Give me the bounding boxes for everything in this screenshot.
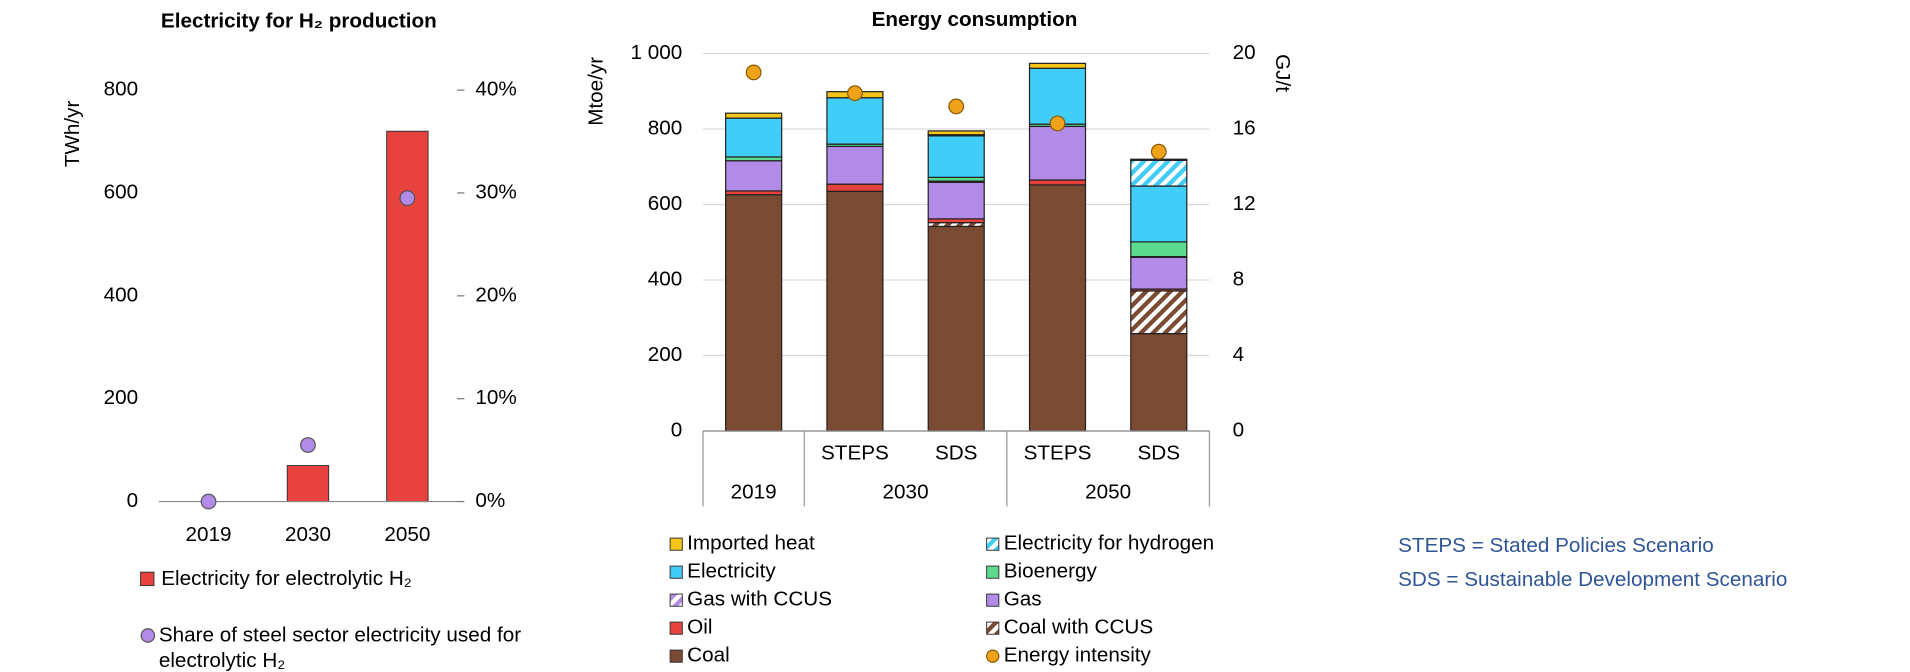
legend-label: Bioenergy bbox=[1004, 560, 1098, 583]
chart-title: Electricity for H₂ production bbox=[161, 9, 437, 32]
legend-swatch bbox=[140, 571, 155, 587]
x-tick-label: SDS bbox=[935, 442, 978, 465]
legend-label: Electricity bbox=[687, 560, 776, 583]
chart-title: Energy consumption bbox=[872, 8, 1078, 31]
y2-tick-label: 0 bbox=[1233, 418, 1245, 441]
bar-segment bbox=[725, 160, 783, 192]
bar-segment bbox=[725, 117, 783, 158]
y2-tick-label: 4 bbox=[1233, 343, 1245, 366]
legend-label: Energy intensity bbox=[1004, 644, 1152, 667]
legend-label: Share of steel sector electricity used f… bbox=[158, 623, 522, 672]
bar-segment bbox=[725, 112, 783, 119]
legend-swatch bbox=[669, 537, 683, 551]
legend-swatch bbox=[986, 537, 1000, 551]
y-tick-label: 1 000 bbox=[631, 41, 683, 64]
bar-segment bbox=[927, 225, 985, 432]
legend-label: Coal bbox=[687, 644, 730, 667]
y-tick-label: 600 bbox=[648, 192, 683, 215]
y-axis-label: Mtoe/yr bbox=[585, 57, 608, 126]
bar-segment bbox=[1028, 62, 1087, 69]
bar-segment bbox=[1028, 67, 1087, 125]
y-tick-label: 400 bbox=[648, 267, 683, 290]
y2-tick-label: 40% bbox=[475, 78, 516, 101]
legend-swatch bbox=[986, 621, 1000, 635]
x-tick-label: 2019 bbox=[186, 523, 232, 546]
y-axis-label: TWh/yr bbox=[61, 100, 84, 167]
y-tick-label: 600 bbox=[104, 180, 139, 203]
y-tick-label: 0 bbox=[671, 418, 683, 441]
y2-tick-label: 30% bbox=[475, 180, 516, 203]
dot bbox=[847, 85, 863, 102]
x-tick-label: 2050 bbox=[384, 523, 430, 546]
y2-tick-label: 10% bbox=[475, 386, 516, 409]
legend-label: Electricity for electrolytic H₂ bbox=[161, 567, 412, 590]
dot bbox=[200, 493, 217, 510]
x-tick-label: SDS bbox=[1138, 442, 1181, 465]
y-tick-label: 800 bbox=[104, 78, 139, 101]
note: STEPS = Stated Policies Scenario bbox=[1398, 534, 1714, 557]
x-group-label: 2030 bbox=[883, 481, 929, 504]
bar-segment bbox=[826, 97, 884, 145]
dot bbox=[948, 98, 965, 115]
x-tick-label: STEPS bbox=[821, 442, 889, 465]
bar-segment bbox=[927, 130, 985, 136]
legend-label: Gas bbox=[1004, 588, 1042, 611]
bar-segment bbox=[1130, 185, 1188, 243]
legend-swatch bbox=[140, 628, 156, 643]
legend-label: Imported heat bbox=[687, 532, 815, 555]
bar-segment bbox=[1028, 184, 1087, 432]
dot bbox=[745, 64, 762, 81]
y-tick-label: 200 bbox=[104, 386, 139, 409]
legend-label: Electricity for hydrogen bbox=[1004, 532, 1214, 555]
bar-segment bbox=[826, 145, 884, 185]
dot bbox=[300, 437, 316, 453]
dot bbox=[1049, 115, 1066, 132]
y2-tick-label: 20% bbox=[475, 283, 516, 306]
bar bbox=[386, 130, 429, 503]
y-tick-label: 800 bbox=[648, 117, 683, 140]
bar-segment bbox=[1028, 125, 1087, 181]
bar-segment bbox=[1130, 332, 1188, 432]
x-group-label: 2050 bbox=[1085, 481, 1131, 504]
bar-segment bbox=[927, 181, 985, 220]
bar-segment bbox=[1130, 159, 1188, 187]
bar-segment bbox=[826, 183, 884, 192]
y2-tick-label: 0% bbox=[475, 489, 505, 512]
legend-label: Oil bbox=[687, 616, 712, 639]
bar bbox=[286, 465, 330, 503]
y2-tick-label: 12 bbox=[1233, 192, 1256, 215]
note: SDS = Sustainable Development Scenario bbox=[1398, 568, 1787, 591]
legend-swatch bbox=[669, 649, 683, 663]
legend-swatch bbox=[669, 593, 683, 607]
y-tick-label: 200 bbox=[648, 343, 683, 366]
x-tick-label: 2030 bbox=[285, 523, 331, 546]
dot bbox=[399, 190, 416, 207]
dot bbox=[1150, 143, 1167, 160]
legend-swatch bbox=[986, 593, 1000, 607]
bar-segment bbox=[1028, 179, 1087, 186]
legend-swatch bbox=[986, 649, 1000, 663]
y2-axis-label: GJ/t bbox=[1271, 54, 1294, 92]
legend-swatch bbox=[669, 621, 683, 635]
bar-segment bbox=[826, 190, 884, 432]
bar-segment bbox=[927, 135, 985, 178]
legend-swatch bbox=[986, 565, 1000, 579]
y-tick-label: 400 bbox=[104, 283, 139, 306]
x-group-label: 2019 bbox=[731, 481, 777, 504]
y2-tick-label: 20 bbox=[1233, 41, 1256, 64]
y-tick-label: 0 bbox=[127, 489, 139, 512]
bar-segment bbox=[1130, 290, 1188, 335]
legend-swatch bbox=[669, 565, 683, 579]
y2-tick-label: 8 bbox=[1233, 267, 1245, 290]
bar-segment bbox=[725, 194, 783, 432]
x-tick-label: STEPS bbox=[1024, 442, 1092, 465]
bar-segment bbox=[1130, 256, 1188, 290]
legend-label: Gas with CCUS bbox=[687, 588, 832, 611]
legend-label: Coal with CCUS bbox=[1004, 616, 1153, 639]
legend-label-box: Share of steel sector electricity used f… bbox=[158, 623, 522, 672]
bar-segment bbox=[1130, 241, 1188, 258]
y2-tick-label: 16 bbox=[1233, 117, 1256, 140]
